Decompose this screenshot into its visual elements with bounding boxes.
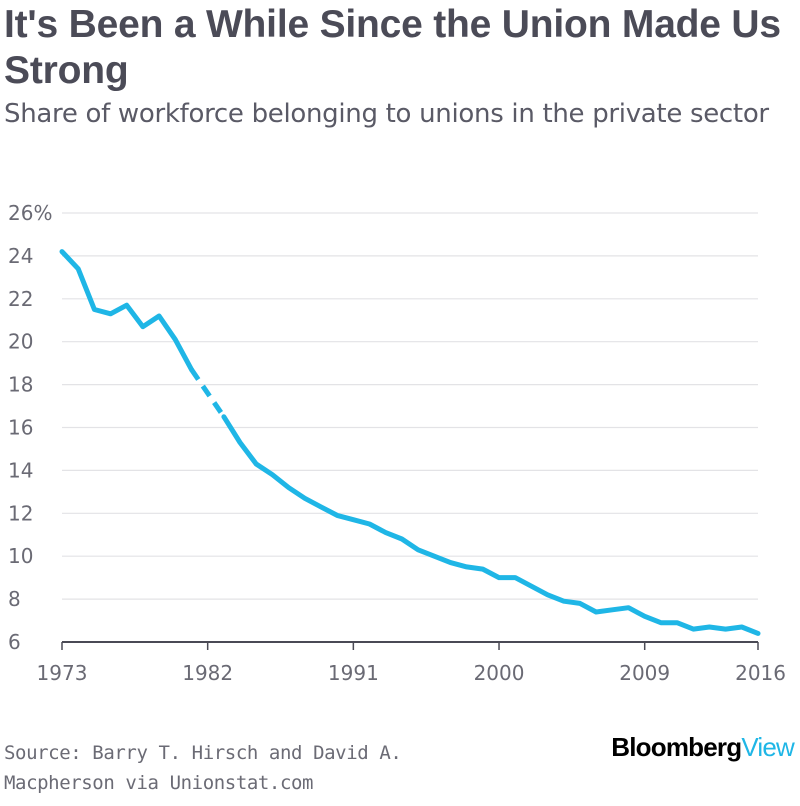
- y-tick-label: 14: [8, 458, 33, 482]
- y-tick-label: 22: [8, 287, 33, 311]
- line-chart: 26% 24 22 20 18 16 14 12 10 8 6 1973 1982 1991 2000 20…: [8, 201, 786, 685]
- x-tick-label: 2009: [619, 661, 670, 685]
- y-tick-label: 8: [8, 587, 21, 611]
- x-tick-label: 1991: [328, 661, 379, 685]
- y-tick-label: 24: [8, 244, 33, 268]
- y-axis-ticks: 26% 24 22 20 18 16 14 12 10 8 6: [8, 201, 52, 654]
- x-axis-ticks: 1973 1982 1991 2000 2009 2016: [37, 642, 786, 685]
- y-tick-label: 16: [8, 416, 33, 440]
- source-note: Source: Barry T. Hirsch and David A. Mac…: [4, 742, 402, 794]
- y-tick-label: 12: [8, 501, 33, 525]
- y-tick-label: 26%: [8, 201, 52, 225]
- y-tick-label: 6: [8, 630, 21, 654]
- x-tick-label: 2000: [474, 661, 525, 685]
- y-tick-label: 18: [8, 373, 33, 397]
- series-line: [221, 414, 761, 636]
- x-tick-label: 2016: [735, 661, 786, 685]
- logo-part-2: View: [741, 732, 794, 762]
- chart-subtitle: Share of workforce belonging to unions i…: [4, 99, 769, 129]
- chart-title: It's Been a While Since the Union Made U…: [4, 3, 781, 92]
- bloomberg-view-logo: BloombergView: [611, 732, 795, 763]
- x-tick-label: 1982: [182, 661, 233, 685]
- gridlines: [62, 212, 758, 643]
- data-series: [59, 249, 761, 636]
- y-tick-label: 20: [8, 330, 33, 354]
- y-tick-label: 10: [8, 544, 33, 568]
- series-line: [59, 249, 194, 373]
- logo-part-1: Bloomberg: [611, 732, 742, 762]
- series-line-gap-estimate: [189, 368, 226, 419]
- x-tick-label: 1973: [37, 661, 88, 685]
